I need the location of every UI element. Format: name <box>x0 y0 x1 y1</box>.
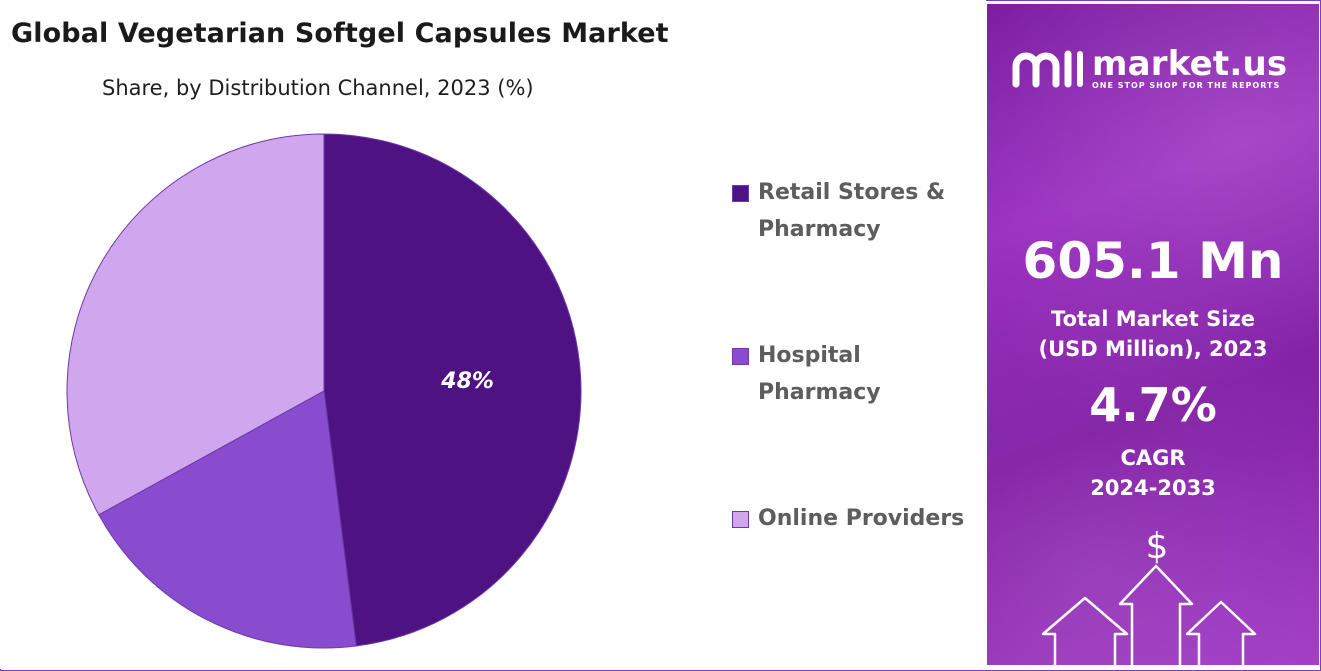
chart-area: Global Vegetarian Softgel Capsules Marke… <box>11 18 978 649</box>
pie-slice-retail-stores-pharmacy <box>323 133 582 647</box>
pie-slice-online-providers <box>66 133 325 516</box>
brand-logo: market.us ONE STOP SHOP FOR THE REPORTS <box>1012 44 1302 99</box>
legend-label-retail-line2: Pharmacy <box>758 217 881 242</box>
legend-label-hospital-line2: Pharmacy <box>758 380 881 405</box>
chart-title: Global Vegetarian Softgel Capsules Marke… <box>11 18 669 49</box>
pie-chart: 48% <box>66 133 582 649</box>
legend-label-hospital-line1: Hospital <box>758 343 861 368</box>
cagr-period: 2024-2033 <box>1090 476 1216 500</box>
summary-panel: market.us ONE STOP SHOP FOR THE REPORTS … <box>987 4 1319 665</box>
legend-label-online: Online Providers <box>758 500 978 537</box>
pie-slice-hospital-pharmacy <box>98 390 357 649</box>
growth-arrows-icon <box>1041 564 1257 665</box>
chart-subtitle: Share, by Distribution Channel, 2023 (%) <box>102 76 534 100</box>
legend-swatch-retail <box>732 185 749 202</box>
market-size-label-2: (USD Million), 2023 <box>1038 337 1268 361</box>
legend-swatch-hospital <box>732 348 749 365</box>
legend-swatch-online <box>732 511 749 528</box>
market-us-logo-icon <box>1012 50 1083 88</box>
legend-label-retail: Retail Stores & Pharmacy <box>758 174 978 248</box>
market-size-value: 605.1 Mn <box>1022 232 1284 290</box>
cagr-label: CAGR <box>1120 446 1186 470</box>
brand-tagline: ONE STOP SHOP FOR THE REPORTS <box>1092 81 1281 90</box>
legend-label-hospital: Hospital Pharmacy <box>758 337 978 411</box>
legend-label-online-line1: Online Providers <box>758 506 965 531</box>
market-size-label-1: Total Market Size <box>1051 307 1255 331</box>
dollar-icon: $ <box>1145 526 1169 567</box>
cagr-value: 4.7% <box>1089 378 1217 432</box>
data-label-retail-stores-pharmacy: 48% <box>440 369 494 394</box>
legend-label-retail-line1: Retail Stores & <box>758 180 946 205</box>
brand-name: market.us <box>1092 44 1288 84</box>
